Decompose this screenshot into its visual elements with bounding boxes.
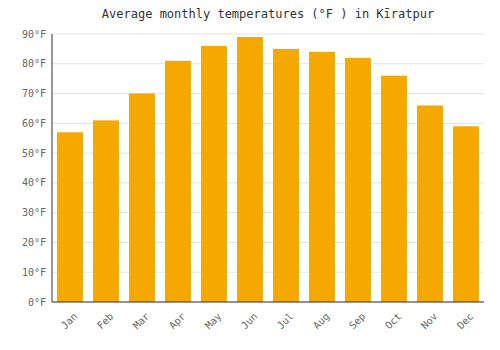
grid-line [52, 63, 484, 64]
x-tick-label: Jan [59, 311, 80, 332]
x-axis-line [52, 302, 484, 303]
title: Average monthly temperatures (°F ) in Kī… [102, 7, 434, 21]
y-tick-label: 80°F [22, 58, 46, 69]
bar [417, 105, 443, 302]
bar [381, 76, 407, 302]
y-tick-label: 30°F [22, 207, 46, 218]
bar [165, 61, 191, 302]
y-tick-label: 50°F [22, 148, 46, 159]
y-tick-label: 40°F [22, 177, 46, 188]
x-tick-label: Nov [419, 311, 440, 332]
bar [345, 58, 371, 302]
bar [129, 94, 155, 302]
x-tick-label: Sep [347, 311, 368, 332]
chart-container: Average monthly temperatures (°F ) in Kī… [0, 0, 500, 350]
y-tick-label: 70°F [22, 88, 46, 99]
x-tick-label: Oct [383, 311, 404, 332]
x-tick-label: Apr [167, 311, 188, 332]
bar [57, 132, 83, 302]
x-tick-label: Jul [275, 311, 296, 332]
y-axis-line [52, 34, 53, 302]
x-tick-label: Aug [311, 311, 332, 332]
y-tick-label: 20°F [22, 237, 46, 248]
y-tick-label: 0°F [28, 297, 46, 308]
x-tick-label: Dec [455, 311, 476, 332]
y-tick-label: 60°F [22, 118, 46, 129]
bar [237, 37, 263, 302]
x-tick-label: Mar [131, 311, 152, 332]
bar [309, 52, 335, 302]
grid-line [52, 302, 484, 303]
x-tick-label: Feb [95, 311, 116, 332]
bar [201, 46, 227, 302]
bars [57, 37, 479, 302]
y-tick-label: 10°F [22, 267, 46, 278]
y-grid [52, 34, 484, 302]
bar [453, 126, 479, 302]
bar [273, 49, 299, 302]
chart-svg: Average monthly temperatures (°F ) in Kī… [0, 0, 500, 350]
grid-line [52, 93, 484, 94]
grid-line [52, 34, 484, 35]
x-tick-label: May [203, 311, 224, 332]
x-tick-labels: Jan Feb Mar Apr May Jun Jul Aug Sep Oct Nov Dec [59, 311, 476, 332]
y-tick-labels: 0°F 10°F 20°F 30°F 40°F 50°F 60°F 70°F 80°F 90°F [22, 29, 46, 308]
page: {"chart_data": {"type": "bar", "title": … [0, 0, 500, 350]
x-tick-label: Jun [239, 311, 260, 332]
y-tick-label: 90°F [22, 29, 46, 40]
bar [93, 120, 119, 302]
